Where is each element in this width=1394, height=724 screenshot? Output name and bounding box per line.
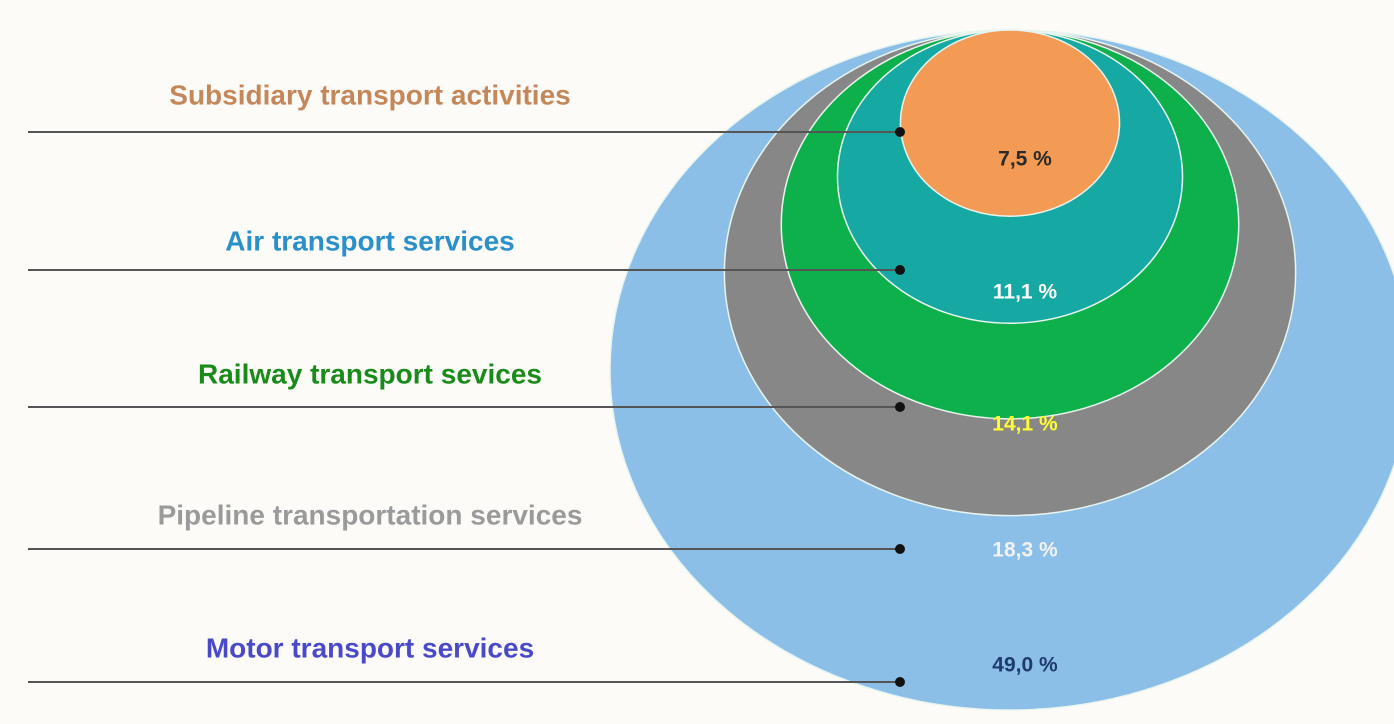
category-label: Pipeline transportation services (158, 499, 583, 530)
leader-dot (895, 127, 905, 137)
value-label: 14,1 % (992, 413, 1058, 436)
circle (899, 29, 1121, 217)
leader-dot (895, 677, 905, 687)
category-label: Subsidiary transport activities (169, 79, 570, 110)
value-label: 7,5 % (998, 148, 1052, 171)
leader-dot (895, 544, 905, 554)
category-label: Motor transport services (206, 632, 534, 663)
leader-dot (895, 265, 905, 275)
leader-dot (895, 402, 905, 412)
value-label: 18,3 % (992, 539, 1058, 562)
category-label: Railway transport sevices (198, 358, 542, 389)
category-label: Air transport services (225, 225, 514, 256)
value-label: 11,1 % (993, 281, 1058, 304)
value-label: 49,0 % (992, 654, 1058, 677)
